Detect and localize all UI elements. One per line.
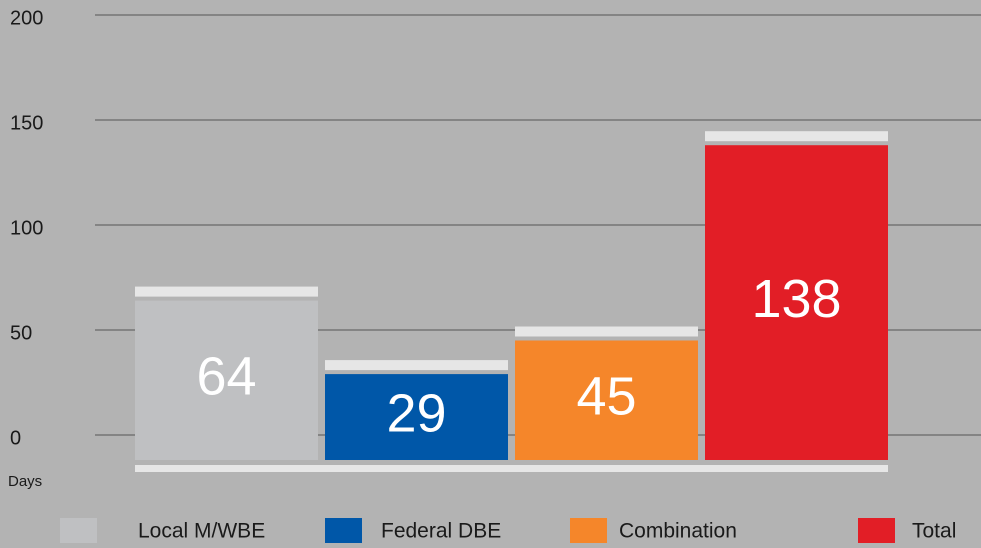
legend-swatch [858, 518, 895, 543]
legend-label: Total [912, 520, 956, 543]
bar-cap [515, 326, 698, 337]
bar-cap [325, 360, 508, 371]
base-strip [135, 465, 888, 472]
y-tick-label: 200 [10, 7, 43, 29]
bar-cap [135, 286, 318, 297]
bar [515, 340, 698, 460]
legend-swatch [60, 518, 97, 543]
value-label: 64 [196, 347, 256, 407]
y-tick-label: 150 [10, 112, 43, 134]
y-tick-label: 50 [10, 322, 32, 344]
legend-swatch [570, 518, 607, 543]
legend-label: Federal DBE [381, 520, 501, 543]
bar [705, 145, 888, 460]
value-label: 45 [576, 367, 636, 427]
value-label: 29 [386, 383, 446, 443]
value-label: 138 [751, 269, 841, 329]
bar [135, 300, 318, 460]
legend-label: Combination [619, 520, 737, 543]
bar [325, 374, 508, 460]
legend-swatch [325, 518, 362, 543]
y-axis-label: Days [8, 473, 42, 490]
y-tick-label: 100 [10, 217, 43, 239]
y-tick-label: 0 [10, 427, 21, 449]
legend-label: Local M/WBE [138, 520, 265, 543]
bar-cap [705, 131, 888, 142]
